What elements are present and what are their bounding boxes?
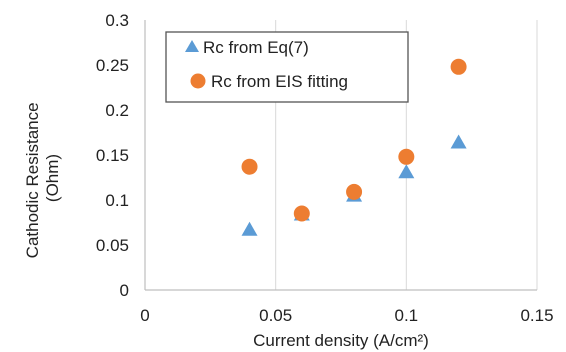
legend-marker-triangle [185, 40, 199, 52]
legend-marker-circle [190, 73, 206, 89]
x-tick-label-1: 0.05 [259, 306, 292, 325]
data-points [241, 58, 467, 236]
legend-entry-series-2: Rc from EIS fitting [211, 72, 348, 91]
y-tick-label-5: 0.25 [96, 56, 129, 75]
axes [144, 20, 537, 291]
y-axis-label-line-1: Cathodic Resistance [23, 102, 42, 258]
y-tick-label-0: 0 [120, 281, 129, 300]
legend-box [165, 31, 409, 103]
point-series-1-1 [241, 221, 258, 236]
y-tick-label-4: 0.2 [105, 101, 129, 120]
point-series-2-1 [241, 158, 258, 175]
legend-entry-series-1: Rc from Eq(7) [203, 38, 309, 57]
x-tick-label-0: 0 [140, 306, 149, 325]
y-axis-label: Cathodic Resistance (Ohm) [23, 98, 62, 259]
point-series-2-3 [346, 183, 363, 200]
point-series-1-4 [398, 164, 415, 179]
x-tick-label-2: 0.1 [395, 306, 419, 325]
point-series-1-5 [450, 134, 467, 149]
legend: Rc from Eq(7) Rc from EIS fitting [165, 31, 409, 103]
tick-labels: 0 0.05 0.1 0.15 0 0.05 0.1 0.15 0.2 0.25 0.3 [96, 11, 554, 325]
y-axis-label-line-2: (Ohm) [43, 154, 62, 202]
point-series-2-2 [293, 205, 310, 222]
x-tick-label-3: 0.15 [520, 306, 553, 325]
y-tick-label-1: 0.05 [96, 236, 129, 255]
point-series-2-4 [398, 148, 415, 165]
x-axis-label: Current density (A/cm²) [253, 331, 429, 350]
y-tick-label-6: 0.3 [105, 11, 129, 30]
point-series-2-5 [450, 58, 467, 75]
y-tick-label-3: 0.15 [96, 146, 129, 165]
y-tick-label-2: 0.1 [105, 191, 129, 210]
